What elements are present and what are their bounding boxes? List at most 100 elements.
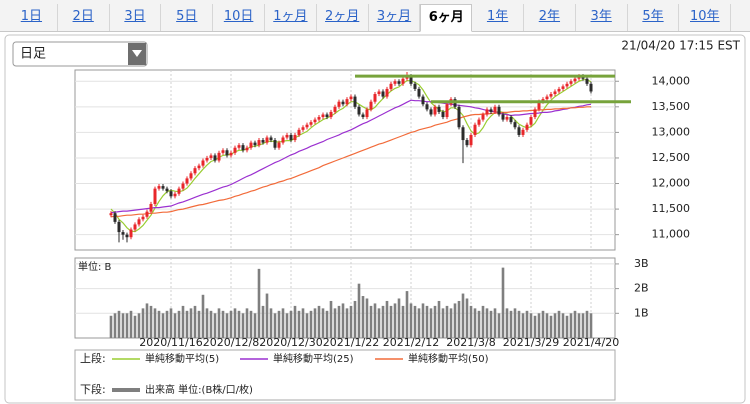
candle-body — [189, 173, 193, 179]
range-tab[interactable]: 2日 — [58, 4, 110, 31]
candle-body — [389, 83, 393, 89]
candle-body — [197, 165, 201, 169]
volume-bar — [305, 313, 309, 338]
volume-bar — [181, 305, 185, 338]
volume-bar — [545, 313, 549, 338]
volume-bar — [177, 310, 181, 338]
range-tab[interactable]: 10年 — [679, 4, 732, 31]
range-tab[interactable]: 1ヶ月 — [265, 4, 317, 31]
candle-body — [565, 83, 569, 87]
y-tick-label: 1B — [634, 306, 649, 319]
candle-body — [385, 88, 389, 97]
volume-bar — [365, 298, 369, 338]
volume-bar — [557, 310, 561, 338]
candle-body — [257, 140, 261, 146]
volume-bar — [161, 313, 165, 338]
volume-bar — [313, 308, 317, 338]
range-tab[interactable]: 2ヶ月 — [317, 4, 369, 31]
volume-bar — [125, 313, 129, 338]
candle-body — [401, 78, 405, 84]
y-tick-label: 14,000 — [652, 74, 691, 87]
x-tick-label: 2021/1/22 — [323, 336, 379, 349]
volume-bar — [529, 313, 533, 338]
volume-bar — [209, 310, 213, 338]
range-tab[interactable]: 3日 — [110, 4, 162, 31]
x-tick-label: 2020/12/8 — [203, 336, 259, 349]
volume-bar — [213, 313, 217, 338]
candle-body — [317, 117, 321, 120]
y-tick-label: 13,000 — [652, 125, 691, 138]
volume-bar — [437, 300, 441, 338]
candle-body — [181, 183, 185, 189]
range-tab[interactable]: 5年 — [628, 4, 680, 31]
range-tab[interactable]: 10日 — [213, 4, 265, 31]
candle-body — [525, 124, 529, 130]
volume-bar — [505, 308, 509, 338]
volume-frame — [74, 257, 616, 339]
range-tab[interactable]: 2年 — [524, 4, 576, 31]
volume-bar — [357, 283, 361, 338]
legend-upper-label: 上段: — [80, 351, 106, 365]
volume-bar — [513, 308, 517, 338]
candle-body — [413, 83, 417, 89]
candle-body — [289, 134, 293, 141]
legend-label: 単純移動平均(25) — [273, 352, 354, 365]
candle-body — [341, 101, 345, 105]
legend-label: 単純移動平均(5) — [145, 352, 219, 365]
candle-body — [465, 140, 469, 146]
volume-bar — [377, 308, 381, 338]
range-tab[interactable]: 3年 — [576, 4, 628, 31]
candle-body — [469, 134, 473, 146]
range-tab[interactable]: 3ヶ月 — [369, 4, 421, 31]
volume-bar — [349, 305, 353, 338]
candle-body — [117, 221, 121, 233]
volume-bar — [249, 310, 253, 338]
volume-bar — [253, 313, 257, 338]
volume-bar — [469, 305, 473, 338]
volume-bar — [473, 308, 477, 338]
volume-bar — [509, 310, 513, 338]
range-tab[interactable]: 1日 — [6, 4, 58, 31]
volume-bar — [457, 300, 461, 338]
candle-body — [161, 186, 165, 189]
candle-body — [241, 145, 245, 151]
y-tick-label: 3B — [634, 257, 649, 270]
candle-body — [489, 109, 493, 112]
candle-body — [573, 78, 577, 82]
volume-bar — [489, 310, 493, 338]
candle-body — [229, 152, 233, 156]
candle-body — [425, 104, 429, 110]
candle-body — [329, 111, 333, 118]
volume-bar — [217, 308, 221, 338]
range-tab[interactable]: 6ヶ月 — [420, 4, 473, 32]
volume-bar — [353, 300, 357, 338]
volume-bar — [345, 308, 349, 338]
volume-bar — [237, 310, 241, 338]
legend-lower-label: 下段: — [80, 382, 106, 396]
candle-body — [201, 160, 205, 166]
volume-bar — [577, 313, 581, 338]
candle-body — [437, 106, 441, 112]
candle-body — [273, 140, 277, 148]
volume-bar — [369, 305, 373, 338]
timeframe-select[interactable] — [12, 41, 148, 67]
candle-body — [349, 96, 353, 100]
candle-body — [313, 119, 317, 123]
candle-body — [481, 114, 485, 120]
candle-body — [517, 127, 521, 135]
volume-bar — [157, 310, 161, 338]
candle-body — [429, 109, 433, 115]
candle-body — [549, 94, 553, 97]
volume-bar — [197, 310, 201, 338]
volume-bar — [137, 313, 141, 338]
range-tab[interactable]: 5日 — [161, 4, 214, 31]
x-tick-label: 2021/4/20 — [563, 336, 619, 349]
range-tab[interactable]: 1年 — [472, 4, 524, 31]
volume-bar — [325, 310, 329, 338]
candle-body — [281, 137, 285, 143]
volume-bar — [185, 310, 189, 338]
candle-body — [125, 234, 129, 238]
volume-bar — [445, 305, 449, 338]
candle-body — [237, 145, 241, 148]
